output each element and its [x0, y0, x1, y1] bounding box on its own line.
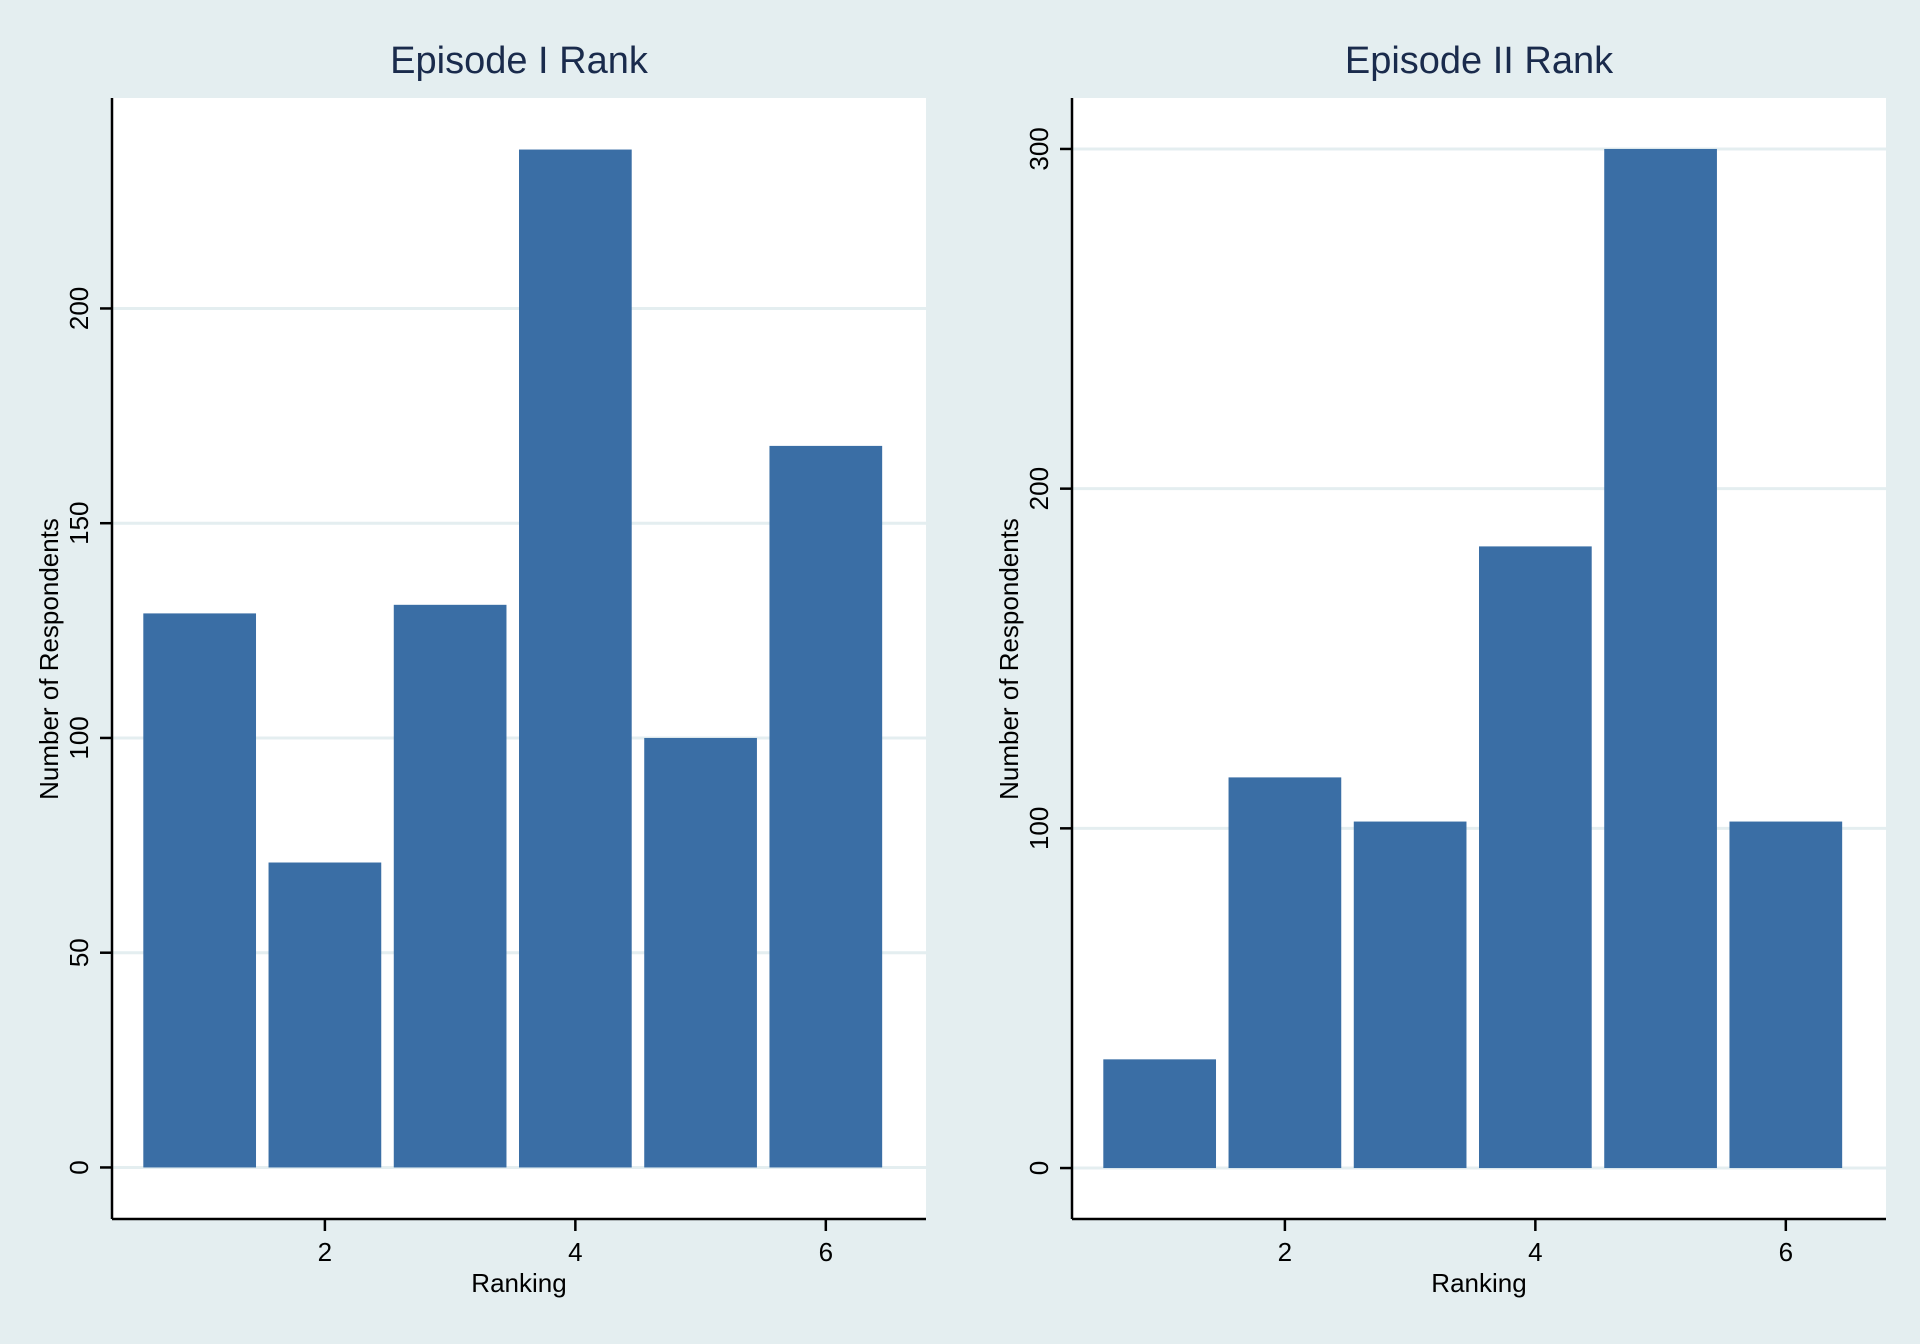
x-tick-label: 2: [318, 1237, 332, 1267]
chart-title: Episode I Rank: [390, 40, 649, 82]
bar-ranking-4: [519, 149, 632, 1168]
bar-ranking-3: [1353, 821, 1467, 1169]
y-tick-label: 0: [1024, 1161, 1054, 1175]
y-tick-label: 200: [1024, 467, 1054, 510]
y-tick-label: 50: [64, 938, 94, 967]
x-axis-label: Ranking: [471, 1268, 566, 1298]
y-tick-label: 300: [1024, 127, 1054, 170]
bar-ranking-1: [143, 613, 257, 1168]
chart-panel-episode-ii: Episode II Rank Number of Respondents Ra…: [994, 40, 1886, 1298]
bar-ranking-6: [769, 445, 883, 1168]
bar-ranking-5: [644, 737, 757, 1168]
x-tick-label: 4: [568, 1237, 582, 1267]
x-tick-label: 4: [1528, 1237, 1542, 1267]
x-tick-label: 6: [1779, 1237, 1793, 1267]
y-axis-label: Number of Respondents: [994, 518, 1024, 800]
chart-panel-episode-i: Episode I Rank Number of Respondents Ran…: [34, 40, 926, 1298]
bar-ranking-6: [1729, 821, 1843, 1169]
y-axis-label: Number of Respondents: [34, 518, 64, 800]
bar-ranking-4: [1479, 546, 1592, 1169]
bar-ranking-3: [393, 604, 507, 1168]
bar-ranking-5: [1604, 148, 1717, 1169]
chart-title: Episode II Rank: [1345, 40, 1614, 82]
y-tick-label: 100: [64, 716, 94, 759]
y-tick-label: 200: [64, 287, 94, 330]
x-axis-label: Ranking: [1431, 1268, 1526, 1298]
x-tick-label: 6: [819, 1237, 833, 1267]
y-tick-label: 100: [1024, 807, 1054, 850]
bar-ranking-1: [1103, 1059, 1217, 1169]
y-tick-label: 0: [64, 1160, 94, 1174]
bar-ranking-2: [1228, 777, 1342, 1169]
bar-ranking-2: [268, 862, 382, 1168]
x-tick-label: 2: [1278, 1237, 1292, 1267]
y-tick-label: 150: [64, 502, 94, 545]
